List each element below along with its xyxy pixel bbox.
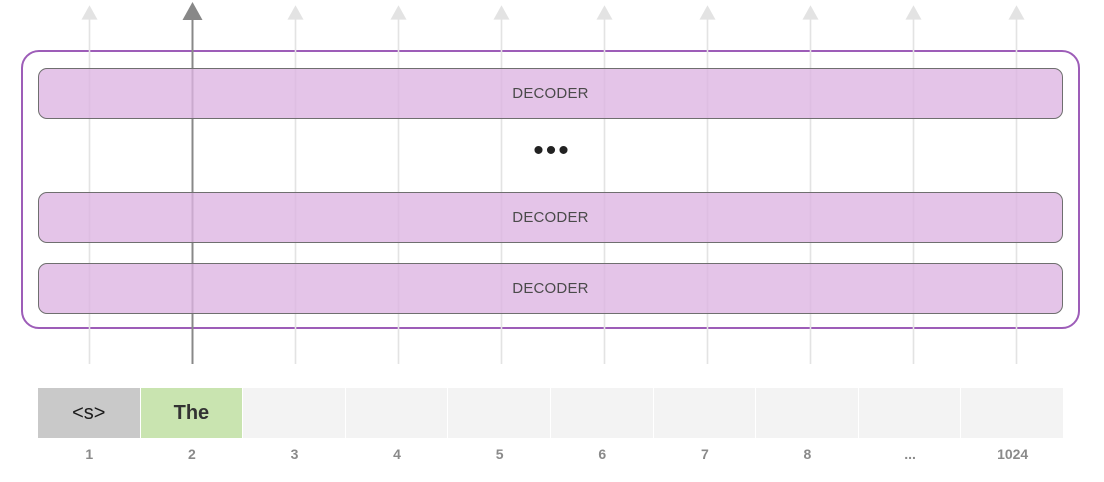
token-cell	[961, 388, 1064, 438]
position-label: ...	[904, 446, 916, 462]
position-index-row: 1 2 3 4 5 6 7 8 ... 1024	[38, 446, 1064, 466]
position-label: 1024	[997, 446, 1029, 462]
token-cell	[345, 388, 449, 438]
decoder-label: DECODER	[512, 209, 589, 226]
token-cell: <s>	[38, 388, 141, 438]
token-cell	[653, 388, 757, 438]
token-cell	[448, 388, 551, 438]
position-label: 8	[803, 446, 812, 462]
decoder-label: DECODER	[512, 280, 589, 297]
position-label: 7	[700, 446, 709, 462]
decoder-block-top: DECODER	[38, 68, 1063, 119]
decoder-block-middle: DECODER	[38, 192, 1063, 243]
token-cell	[756, 388, 859, 438]
decoder-label: DECODER	[512, 85, 589, 102]
token-cell	[243, 388, 346, 438]
position-label: 4	[393, 446, 401, 462]
token-cell	[550, 388, 654, 438]
position-label: 6	[598, 446, 607, 462]
token-cell	[858, 388, 962, 438]
token-cell: The	[140, 388, 244, 438]
position-label: 2	[187, 446, 196, 462]
position-label: 1	[85, 446, 94, 462]
position-label: 5	[495, 446, 504, 462]
token-text: <s>	[72, 401, 106, 424]
layers-ellipsis: •••	[533, 134, 571, 167]
position-label: 3	[290, 446, 299, 462]
token-text: The	[173, 401, 210, 424]
decoder-block-bottom: DECODER	[38, 263, 1063, 314]
input-token-row: <s> The	[38, 388, 1064, 438]
